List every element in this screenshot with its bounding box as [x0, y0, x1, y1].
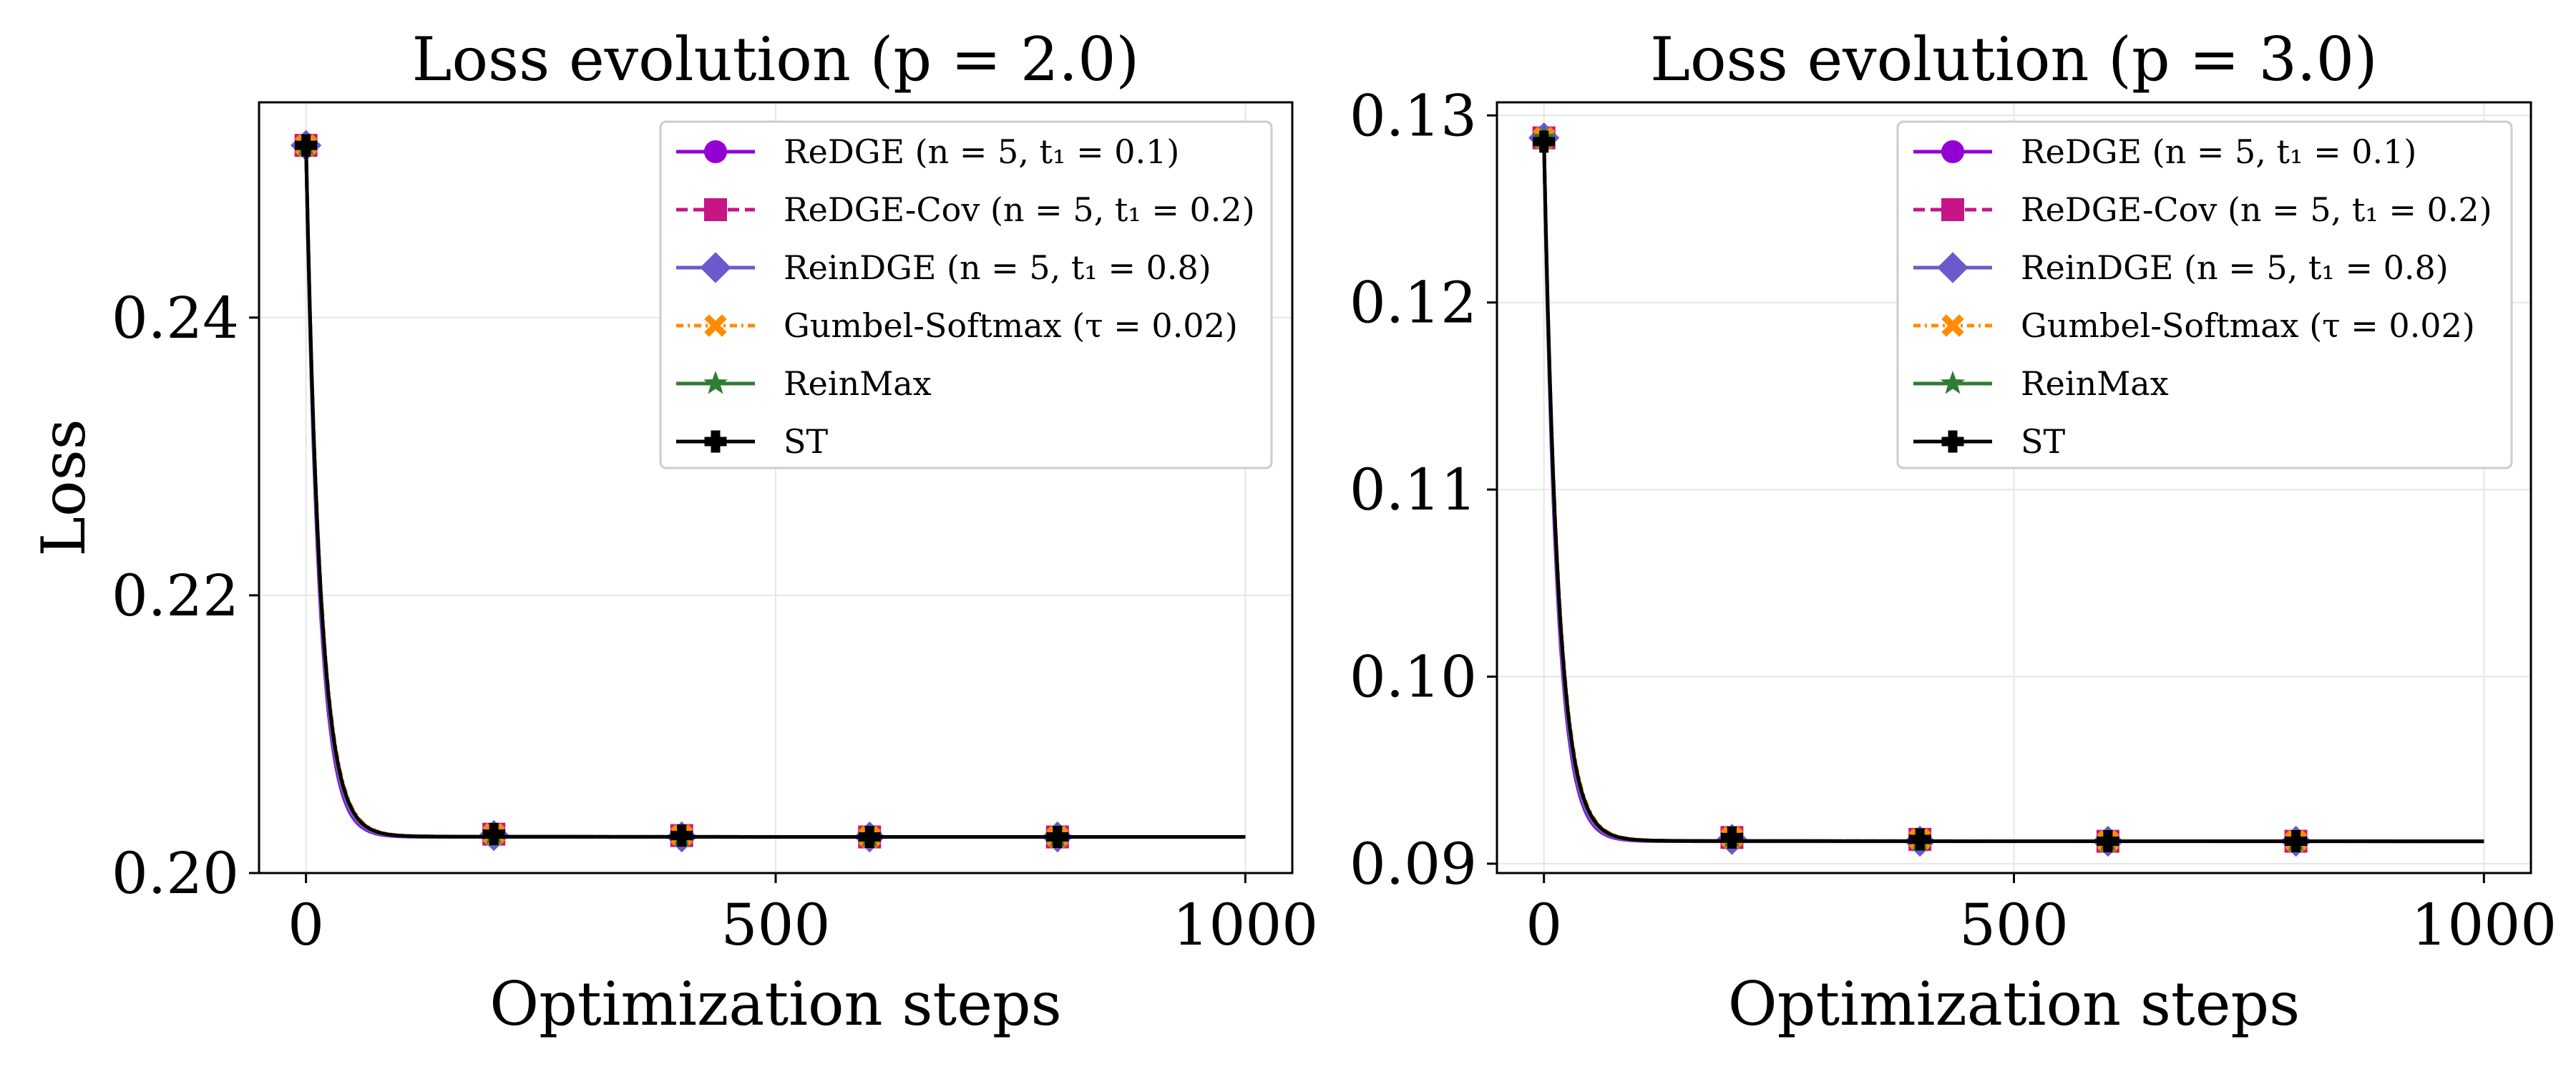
legend-label: ReinMax	[2021, 364, 2169, 403]
y-tick-label: 0.24	[112, 285, 239, 351]
legend-marker	[704, 198, 727, 221]
legend-entry-gumbel: Gumbel-Softmax (τ = 0.02)	[676, 306, 1238, 345]
legend-entry-reinmax: ReinMax	[1913, 364, 2169, 403]
legend-label: Gumbel-Softmax (τ = 0.02)	[784, 306, 1238, 345]
legend-entry-gumbel: Gumbel-Softmax (τ = 0.02)	[1913, 306, 2475, 345]
data-point-st	[670, 824, 693, 847]
legend-marker	[703, 371, 728, 394]
legend-marker	[700, 252, 731, 283]
legend-marker	[1941, 314, 1964, 337]
legend-marker	[704, 314, 727, 337]
legend-label: Gumbel-Softmax (τ = 0.02)	[2021, 306, 2475, 345]
legend-entry-reindge: ReinDGE (n = 5, t₁ = 0.8)	[676, 248, 1211, 287]
y-tick-label: 0.13	[1350, 82, 1477, 149]
data-point-st	[2285, 830, 2308, 853]
chart-title: Loss evolution (p = 3.0)	[1650, 24, 2378, 94]
data-point-st	[482, 823, 505, 846]
x-axis-label: Optimization steps	[1728, 969, 2301, 1039]
y-tick-label: 0.11	[1350, 457, 1477, 523]
legend-marker	[1941, 430, 1964, 453]
legend-label: ReinDGE (n = 5, t₁ = 0.8)	[2021, 248, 2449, 287]
x-tick-label: 1000	[2411, 892, 2557, 958]
legend-label: ReDGE (n = 5, t₁ = 0.1)	[2021, 132, 2416, 171]
legend: ReDGE (n = 5, t₁ = 0.1) ReDGE-Cov (n = 5,…	[659, 120, 1273, 469]
legend-marker	[1941, 140, 1964, 163]
data-point-st	[1533, 130, 1556, 153]
legend-marker	[704, 430, 727, 453]
legend-entry-redge_cov: ReDGE-Cov (n = 5, t₁ = 0.2)	[676, 190, 1255, 229]
data-point-st	[1908, 828, 1931, 851]
y-tick-label: 0.20	[112, 840, 239, 907]
x-tick-label: 500	[1959, 892, 2069, 958]
data-point-st	[295, 134, 318, 157]
legend-marker	[704, 140, 727, 163]
legend-box	[659, 120, 1273, 469]
legend-entry-st: ST	[1913, 422, 2066, 461]
legend-label: ReDGE-Cov (n = 5, t₁ = 0.2)	[2021, 190, 2492, 229]
legend-label: ReDGE (n = 5, t₁ = 0.1)	[784, 132, 1179, 171]
data-point-st	[1720, 826, 1743, 849]
legend-entry-redge_cov: ReDGE-Cov (n = 5, t₁ = 0.2)	[1913, 190, 2492, 229]
x-tick-label: 1000	[1173, 892, 1319, 958]
legend-label: ST	[784, 422, 829, 461]
legend-label: ReinDGE (n = 5, t₁ = 0.8)	[784, 248, 1211, 287]
chart-panel-2: 0 500 1000 0.09 0.10 0.11 0.12 0.13 Loss evoluti…	[1350, 24, 2557, 1039]
x-tick-label: 0	[1526, 892, 1562, 958]
legend-box	[1896, 120, 2513, 469]
y-tick-label: 0.09	[1350, 831, 1477, 897]
legend-entry-st: ST	[676, 422, 829, 461]
legend-entry-redge: ReDGE (n = 5, t₁ = 0.1)	[676, 132, 1179, 171]
chart-title: Loss evolution (p = 2.0)	[412, 24, 1140, 94]
legend-entry-reindge: ReinDGE (n = 5, t₁ = 0.8)	[1913, 248, 2449, 287]
y-tick-label: 0.12	[1350, 270, 1477, 336]
legend-marker	[1940, 371, 1966, 394]
legend-label: ReinMax	[784, 364, 932, 403]
legend: ReDGE (n = 5, t₁ = 0.1) ReDGE-Cov (n = 5,…	[1896, 120, 2513, 469]
legend-entry-reinmax: ReinMax	[676, 364, 932, 403]
series-line-st	[304, 145, 1246, 839]
series-line-st	[1542, 140, 2484, 844]
y-tick-label: 0.10	[1350, 644, 1477, 711]
legend-marker	[1941, 198, 1964, 221]
legend-entry-redge: ReDGE (n = 5, t₁ = 0.1)	[1913, 132, 2416, 171]
x-tick-label: 500	[721, 892, 831, 958]
data-point-st	[2097, 830, 2119, 853]
chart-panel-1: 0 500 1000 0.20 0.22 0.24 Loss evolution (p = …	[29, 24, 1318, 1039]
x-tick-label: 0	[288, 892, 324, 958]
legend-marker	[1937, 252, 1968, 283]
series-st	[1533, 130, 2484, 853]
legend-label: ReDGE-Cov (n = 5, t₁ = 0.2)	[784, 190, 1255, 229]
legend-label: ST	[2021, 422, 2066, 461]
data-point-st	[858, 826, 881, 849]
x-axis-label: Optimization steps	[489, 969, 1062, 1039]
data-point-st	[1046, 826, 1069, 849]
y-tick-label: 0.22	[112, 562, 239, 629]
series-st	[295, 134, 1246, 849]
y-axis-label: Loss	[29, 419, 99, 557]
